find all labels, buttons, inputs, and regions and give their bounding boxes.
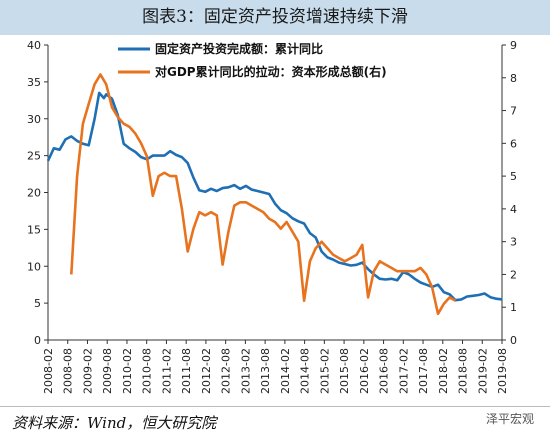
x-axis-ticks: 2008-02 2008-08 2009-02 2009-08 2010-02 2010-… xyxy=(42,340,509,394)
left-y-tick-label: 5 xyxy=(34,297,41,310)
right-y-tick-label: 6 xyxy=(510,137,517,150)
left-y-axis-ticks: 0 5 10 15 20 25 30 35 40 xyxy=(27,39,48,347)
right-y-tick-label: 5 xyxy=(510,170,517,183)
x-tick-label: 2018-02 xyxy=(437,348,450,394)
left-y-tick-label: 30 xyxy=(27,113,41,126)
x-tick-label: 2014-02 xyxy=(279,348,292,394)
x-tick-label: 2011-02 xyxy=(160,348,173,394)
left-y-tick-label: 0 xyxy=(34,334,41,347)
right-y-tick-label: 4 xyxy=(510,203,517,216)
source-note: 资料来源：Wind，恒大研究院 xyxy=(12,414,217,432)
legend: 固定资产投资完成额：累计同比 对GDP累计同比的拉动：资本形成总额(右) xyxy=(118,41,387,79)
left-y-tick-label: 35 xyxy=(27,76,41,89)
right-y-tick-label: 2 xyxy=(510,268,517,281)
x-tick-label: 2018-08 xyxy=(457,348,470,394)
right-y-tick-label: 1 xyxy=(510,301,517,314)
x-tick-label: 2011-08 xyxy=(180,348,193,394)
left-y-tick-label: 40 xyxy=(27,39,41,52)
x-tick-label: 2019-08 xyxy=(496,348,509,394)
x-tick-label: 2016-02 xyxy=(358,348,371,394)
x-tick-label: 2015-08 xyxy=(338,348,351,394)
left-y-tick-label: 25 xyxy=(27,150,41,163)
x-tick-label: 2009-02 xyxy=(81,348,94,394)
x-tick-label: 2015-02 xyxy=(318,348,331,394)
x-tick-label: 2008-08 xyxy=(62,348,75,394)
legend-label-investment: 固定资产投资完成额：累计同比 xyxy=(155,41,323,56)
left-y-tick-label: 15 xyxy=(27,223,41,236)
right-y-tick-label: 8 xyxy=(510,72,517,85)
right-y-tick-label: 0 xyxy=(510,334,517,347)
x-tick-label: 2008-02 xyxy=(42,348,55,394)
x-tick-label: 2014-08 xyxy=(299,348,312,394)
line-chart: 2008-02 2008-08 2009-02 2009-08 2010-02 2010-… xyxy=(27,39,517,394)
right-y-axis-ticks: 0 1 2 3 4 5 6 7 8 9 xyxy=(502,39,517,347)
series-line-capital-formation xyxy=(70,73,457,316)
x-tick-label: 2019-02 xyxy=(476,348,489,394)
footer-divider xyxy=(0,406,550,407)
x-tick-label: 2017-02 xyxy=(397,348,410,394)
x-tick-label: 2013-08 xyxy=(259,348,272,394)
right-y-tick-label: 3 xyxy=(510,236,517,249)
watermark: 泽平宏观 xyxy=(485,412,534,426)
left-y-tick-label: 20 xyxy=(27,187,41,200)
x-tick-label: 2017-08 xyxy=(417,348,430,394)
title-banner xyxy=(0,0,550,35)
left-y-tick-label: 10 xyxy=(27,260,41,273)
x-tick-label: 2012-08 xyxy=(220,348,233,394)
right-y-tick-label: 7 xyxy=(510,105,517,118)
legend-label-capital-formation: 对GDP累计同比的拉动：资本形成总额(右) xyxy=(155,64,387,79)
x-tick-label: 2013-02 xyxy=(239,348,252,394)
chart-title: 图表3：固定资产投资增速持续下滑 xyxy=(142,7,408,27)
x-tick-label: 2009-08 xyxy=(101,348,114,394)
x-tick-label: 2010-02 xyxy=(121,348,134,394)
x-tick-label: 2010-08 xyxy=(141,348,154,394)
right-y-tick-label: 9 xyxy=(510,39,517,52)
x-tick-label: 2016-08 xyxy=(378,348,391,394)
series-line-investment xyxy=(46,91,503,302)
series-lines xyxy=(46,73,503,316)
x-tick-label: 2012-02 xyxy=(200,348,213,394)
